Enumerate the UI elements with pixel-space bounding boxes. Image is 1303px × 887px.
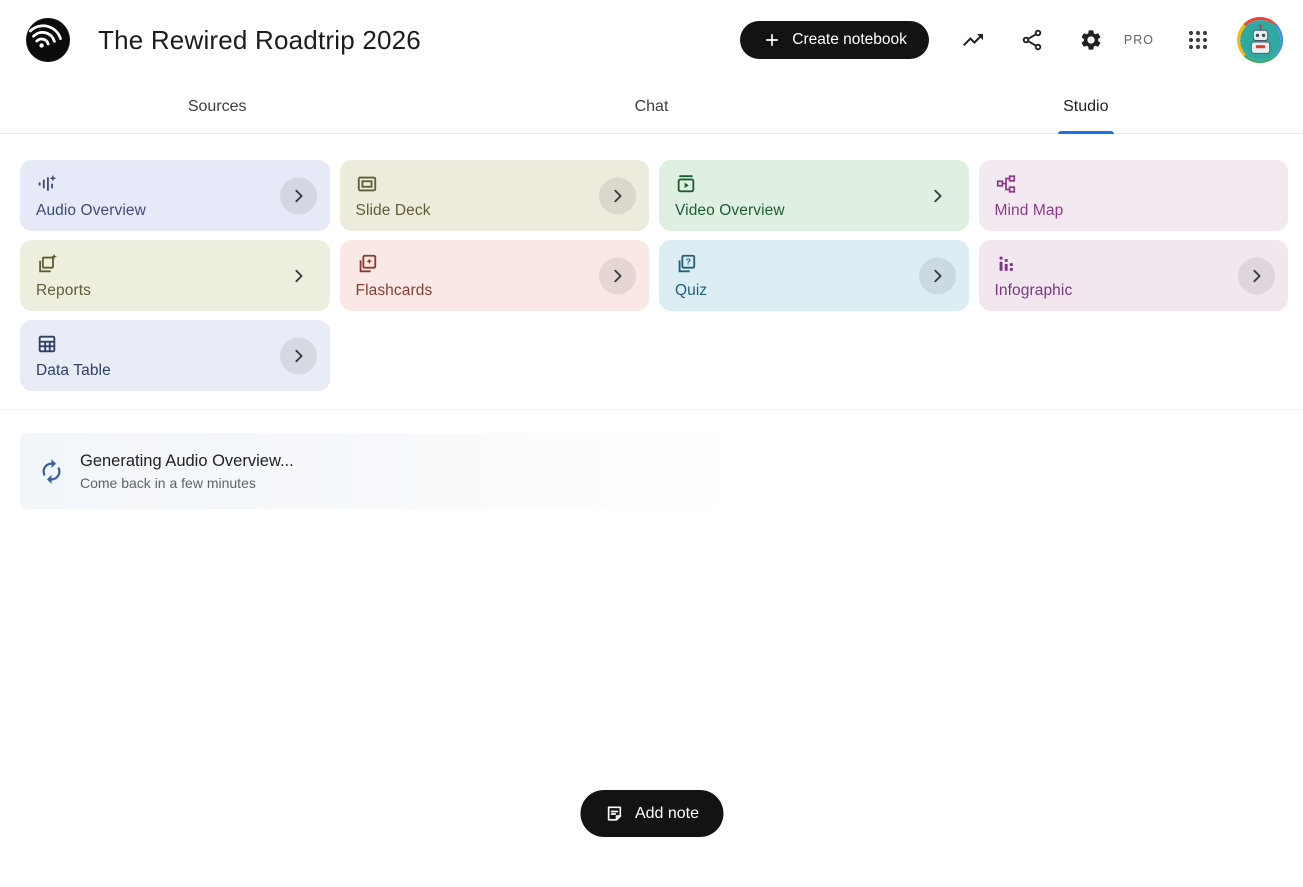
header: The Rewired Roadtrip 2026 Create noteboo… <box>0 0 1303 80</box>
card-label: Quiz <box>675 282 708 299</box>
chevron-right-icon[interactable] <box>599 177 636 214</box>
studio-card-video-overview[interactable]: Video Overview <box>659 160 969 231</box>
sync-path <box>42 458 61 484</box>
mind-map-icon <box>995 173 1017 195</box>
apps-grid-icon[interactable] <box>1183 25 1213 55</box>
slide-deck-icon <box>356 173 378 195</box>
card-label: Video Overview <box>675 202 785 219</box>
chevron-right-icon[interactable] <box>599 257 636 294</box>
card-label: Data Table <box>36 362 111 379</box>
studio-cards-grid: Audio Overview Slide Deck Video Overview Mi… <box>20 160 1288 391</box>
sync-spinner-icon <box>38 458 65 485</box>
card-label: Audio Overview <box>36 202 146 219</box>
card-label: Slide Deck <box>355 202 431 219</box>
user-avatar[interactable] <box>1237 17 1283 63</box>
quiz-icon: ? <box>675 253 697 275</box>
page-title: The Rewired Roadtrip 2026 <box>98 24 421 55</box>
studio-card-flashcards[interactable]: Flashcards <box>339 240 649 311</box>
studio-card-mind-map[interactable]: Mind Map <box>978 160 1288 231</box>
chevron-right-icon[interactable] <box>919 177 956 214</box>
studio-card-infographic[interactable]: Infographic <box>978 240 1288 311</box>
audio-waveform-icon <box>36 173 58 195</box>
analytics-trending-icon[interactable] <box>958 25 988 55</box>
studio-card-audio-overview[interactable]: Audio Overview <box>20 160 330 231</box>
header-actions: Create notebook PRO <box>740 0 1283 80</box>
card-label: Reports <box>36 282 91 299</box>
chevron-right-icon[interactable] <box>280 257 317 294</box>
video-overview-icon <box>675 173 697 195</box>
add-note-button[interactable]: Add note <box>579 790 724 837</box>
pro-badge: PRO <box>1123 33 1154 47</box>
active-tab-underline <box>1057 131 1114 134</box>
studio-card-slide-deck[interactable]: Slide Deck <box>339 160 649 231</box>
studio-card-data-table[interactable]: Data Table <box>20 320 330 391</box>
tab-sources[interactable]: Sources <box>0 80 434 133</box>
create-notebook-button[interactable]: Create notebook <box>740 21 929 59</box>
tab-studio-label: Studio <box>1063 97 1109 115</box>
chevron-right-icon[interactable] <box>279 337 317 374</box>
notebooklm-logo-icon[interactable] <box>26 18 70 62</box>
infographic-icon <box>995 253 1017 275</box>
chevron-right-icon[interactable] <box>918 257 956 294</box>
flashcards-icon <box>356 253 378 275</box>
tab-studio[interactable]: Studio <box>869 80 1303 134</box>
studio-card-reports[interactable]: Reports <box>20 240 330 311</box>
status-title: Generating Audio Overview... <box>80 451 294 470</box>
create-notebook-label: Create notebook <box>792 31 907 48</box>
svg-text:?: ? <box>686 257 691 267</box>
status-text: Generating Audio Overview... Come back i… <box>80 452 294 491</box>
reports-icon <box>36 253 58 275</box>
tab-chat-label: Chat <box>634 97 669 115</box>
card-label: Mind Map <box>994 202 1064 219</box>
tab-sources-label: Sources <box>187 97 247 115</box>
plus-icon <box>762 30 782 50</box>
section-divider <box>0 409 1303 410</box>
settings-gear-icon[interactable] <box>1076 25 1106 55</box>
generating-status-row: Generating Audio Overview... Come back i… <box>20 433 738 509</box>
tab-bar: Sources Chat Studio <box>0 80 1303 134</box>
status-subtitle: Come back in a few minutes <box>80 474 256 491</box>
share-icon[interactable] <box>1017 25 1047 55</box>
chevron-right-icon[interactable] <box>1238 257 1275 294</box>
data-table-icon <box>36 333 58 355</box>
studio-card-quiz[interactable]: ? Quiz <box>659 240 969 311</box>
add-note-label: Add note <box>634 804 700 822</box>
note-icon <box>604 804 624 824</box>
card-label: Flashcards <box>355 282 433 299</box>
tab-chat[interactable]: Chat <box>434 80 868 133</box>
card-label: Infographic <box>994 282 1073 299</box>
chevron-right-icon[interactable] <box>279 177 317 214</box>
